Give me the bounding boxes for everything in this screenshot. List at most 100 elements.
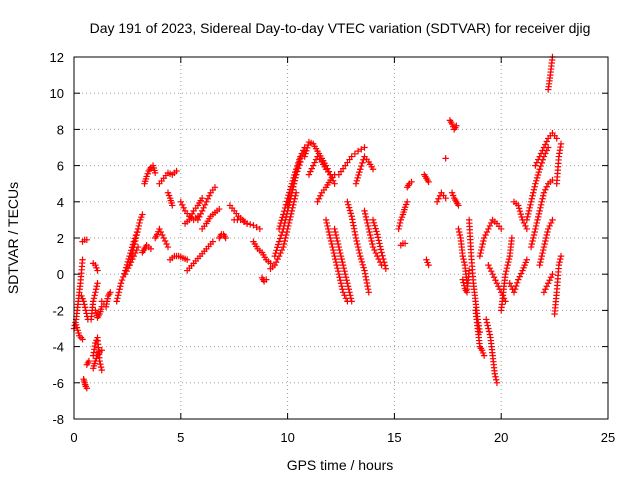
- data-point: [455, 225, 462, 233]
- data-point: [267, 260, 274, 267]
- data-point: [177, 198, 184, 205]
- data-point: [493, 280, 501, 287]
- data-point: [539, 147, 546, 154]
- data-marks: [70, 53, 565, 392]
- data-point: [369, 216, 377, 224]
- data-point: [330, 249, 338, 257]
- data-point: [347, 292, 354, 299]
- data-point: [211, 184, 219, 191]
- data-point: [482, 231, 489, 239]
- data-point: [540, 246, 547, 254]
- data-point: [382, 265, 390, 272]
- data-point: [485, 328, 493, 335]
- data-point: [514, 279, 521, 286]
- data-point: [543, 183, 550, 190]
- data-point: [527, 201, 534, 209]
- data-point: [345, 286, 353, 293]
- data-point: [339, 289, 347, 296]
- data-point: [98, 366, 105, 374]
- data-point: [308, 165, 316, 172]
- data-point: [274, 244, 281, 251]
- data-point: [135, 222, 142, 230]
- data-point: [483, 228, 491, 236]
- data-point: [373, 228, 380, 235]
- data-point: [292, 171, 300, 178]
- y-axis-label: SDTVAR / TECUs: [5, 182, 21, 294]
- data-point: [161, 237, 169, 245]
- data-point: [163, 240, 170, 248]
- data-point: [94, 267, 101, 274]
- axis-ticks: 0 5 10 15 20 25 -8 -6 -4 -2 0 2 4 6 8 10 12: [50, 50, 616, 445]
- data-point: [401, 240, 409, 247]
- data-point: [331, 252, 338, 260]
- data-point: [173, 167, 180, 175]
- data-point: [276, 235, 284, 242]
- data-point: [97, 363, 105, 371]
- data-point: [325, 228, 333, 236]
- data-point: [530, 189, 537, 196]
- x-tick-label: 20: [494, 430, 508, 445]
- x-tick-label: 15: [387, 430, 401, 445]
- y-tick-label: -6: [52, 376, 64, 391]
- data-point: [288, 189, 296, 196]
- data-point: [280, 240, 288, 248]
- data-point: [346, 207, 354, 214]
- data-point: [502, 267, 510, 275]
- data-point: [460, 258, 468, 266]
- data-point: [375, 237, 382, 244]
- data-point: [465, 267, 473, 274]
- data-point: [344, 280, 351, 287]
- data-point: [459, 276, 466, 283]
- data-point: [354, 240, 361, 248]
- data-point: [347, 210, 355, 217]
- data-point: [263, 276, 270, 283]
- data-point: [277, 219, 284, 227]
- data-point: [377, 246, 385, 253]
- data-point: [556, 258, 563, 266]
- data-point: [336, 274, 343, 281]
- data-point: [322, 216, 330, 224]
- data-point: [525, 210, 532, 218]
- data-point: [350, 225, 358, 232]
- data-point: [327, 234, 334, 242]
- data-point: [408, 178, 415, 186]
- data-point: [113, 298, 120, 305]
- data-point: [196, 213, 203, 221]
- data-point: [425, 261, 432, 269]
- data-point: [536, 261, 543, 269]
- data-point: [515, 205, 523, 212]
- data-point: [543, 283, 550, 290]
- data-point: [349, 219, 357, 226]
- data-point: [124, 264, 132, 272]
- data-point: [344, 283, 352, 290]
- data-point: [516, 208, 524, 215]
- y-tick-label: 8: [57, 122, 64, 137]
- data-point: [515, 276, 522, 283]
- y-tick-label: 6: [57, 159, 64, 174]
- data-point: [301, 153, 308, 160]
- data-point: [147, 245, 155, 253]
- data-point: [543, 231, 550, 239]
- data-point: [331, 225, 338, 233]
- data-point: [333, 261, 340, 269]
- data-point: [96, 357, 103, 365]
- data-point: [340, 264, 348, 272]
- data-point: [528, 195, 536, 202]
- data-point: [201, 201, 209, 209]
- y-tick-label: 12: [50, 50, 64, 65]
- data-point: [347, 295, 355, 302]
- data-point: [525, 207, 533, 215]
- data-point: [314, 198, 321, 205]
- data-point: [531, 228, 538, 236]
- data-point: [493, 376, 500, 383]
- data-point: [160, 234, 167, 242]
- data-point: [271, 252, 278, 260]
- data-point: [169, 202, 176, 209]
- data-point: [374, 234, 382, 241]
- data-point: [547, 219, 555, 227]
- data-point: [278, 217, 285, 224]
- data-point: [435, 195, 442, 202]
- data-point: [483, 319, 491, 326]
- data-point: [80, 298, 87, 305]
